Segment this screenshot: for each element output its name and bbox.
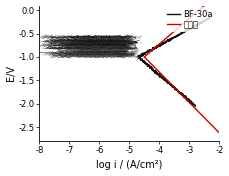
Y-axis label: E/V: E/V bbox=[5, 65, 16, 81]
X-axis label: log i / (A/cm²): log i / (A/cm²) bbox=[96, 161, 163, 170]
Legend: BF-30a, 自来水: BF-30a, 自来水 bbox=[165, 7, 215, 32]
